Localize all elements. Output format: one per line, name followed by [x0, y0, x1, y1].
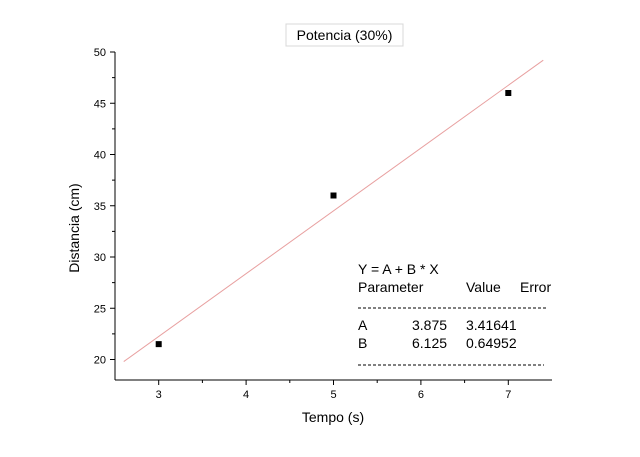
x-tick-label: 7 [505, 389, 511, 401]
fit-header-error: Error [520, 279, 551, 295]
x-axis-ticks: 3 4 5 6 7 [156, 380, 511, 401]
chart-title-box [285, 23, 404, 47]
x-tick-label: 3 [156, 389, 162, 401]
data-point [505, 90, 512, 96]
y-tick-label: 35 [94, 201, 106, 213]
fit-equation: Y = A + B * X [358, 261, 439, 277]
y-tick-label: 45 [94, 98, 106, 110]
fit-header-parameter: Parameter [358, 279, 424, 295]
x-tick-label: 5 [330, 389, 336, 401]
fit-row-b-value: 6.125 [412, 335, 447, 351]
data-point [330, 192, 337, 199]
y-axis-ticks: 20 25 30 35 40 45 50 [94, 47, 115, 367]
x-tick-label: 4 [243, 389, 249, 401]
fit-row-a-value: 3.875 [412, 317, 447, 333]
data-points [155, 90, 512, 348]
y-tick-label: 40 [94, 150, 106, 162]
fit-row-a-param: A [358, 317, 368, 333]
fit-row-b-error: 0.64952 [466, 335, 517, 351]
y-tick-label: 30 [94, 252, 106, 264]
data-point [155, 341, 162, 348]
fit-row-a-error: 3.41641 [466, 317, 517, 333]
fit-header-value: Value [466, 279, 501, 295]
y-axis-title: Distancia (cm) [66, 183, 82, 272]
fit-table: Y = A + B * X Parameter Value Error A 3.… [358, 261, 551, 366]
fit-row-b-param: B [358, 335, 367, 351]
fit-line [123, 59, 544, 362]
y-tick-label: 20 [94, 355, 106, 367]
y-tick-label: 25 [94, 303, 106, 315]
x-tick-label: 6 [418, 389, 424, 401]
x-axis-title: Tempo (s) [302, 409, 364, 425]
y-tick-label: 50 [94, 47, 106, 59]
chart-title: Potencia (30%) [297, 27, 393, 43]
